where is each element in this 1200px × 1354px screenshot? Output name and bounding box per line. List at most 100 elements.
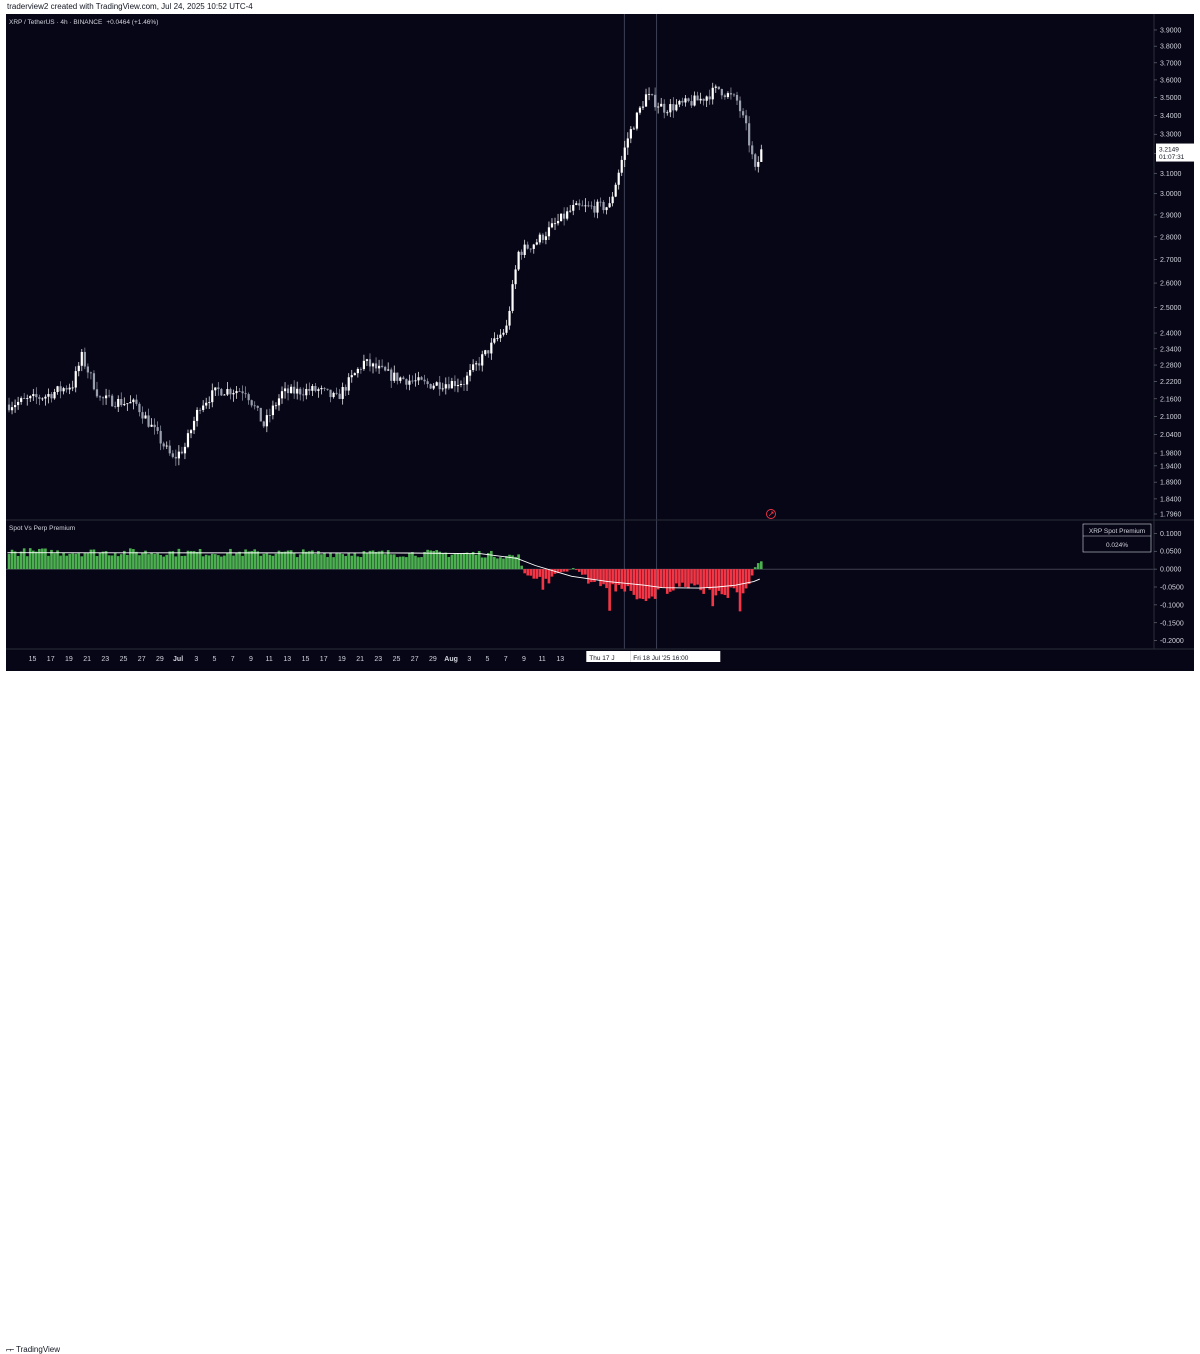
premium-bar	[444, 552, 448, 570]
candle-body	[638, 107, 642, 113]
price-tick-label: 3.8000	[1160, 44, 1182, 51]
candle-body	[129, 402, 132, 404]
premium-bar	[68, 553, 71, 570]
premium-bar	[301, 549, 305, 570]
premium-bar	[629, 569, 633, 591]
premium-bar	[365, 552, 369, 570]
crosshair-date-label-a: Thu 17 J	[589, 655, 614, 662]
premium-bar	[617, 569, 621, 585]
candle-body	[205, 402, 208, 406]
premium-bar	[468, 553, 472, 570]
candle-body	[177, 451, 180, 459]
candle-body	[41, 398, 44, 400]
candle-body	[347, 377, 350, 391]
candle-body	[717, 86, 720, 90]
time-tick-label: 25	[120, 656, 128, 663]
premium-bar	[517, 554, 520, 570]
candle-body	[362, 360, 366, 370]
candle-body	[338, 393, 341, 399]
candle-body	[748, 123, 751, 146]
premium-bar	[31, 550, 35, 570]
candle-body	[217, 387, 220, 390]
candle-body	[453, 381, 457, 387]
candle-body	[13, 405, 17, 408]
premium-bar	[459, 553, 463, 570]
candle-body	[332, 392, 335, 398]
candle-body	[563, 213, 566, 219]
candle-body	[459, 383, 463, 385]
premium-tick-label: 0.1000	[1160, 531, 1182, 538]
last-price-tag	[1156, 143, 1194, 162]
tradingview-logo-text: TradingView	[16, 1345, 61, 1354]
premium-bar	[247, 551, 250, 570]
premium-bar	[693, 569, 696, 586]
candle-body	[641, 106, 645, 108]
premium-bar	[256, 551, 260, 570]
premium-bar	[571, 568, 575, 570]
premium-bar	[356, 556, 360, 570]
premium-bar	[744, 569, 748, 589]
premium-bar	[647, 569, 651, 599]
replay-icon[interactable]	[766, 509, 776, 519]
candle-body	[678, 100, 681, 105]
candle-body	[484, 350, 487, 355]
premium-bar	[195, 551, 199, 570]
premium-bar	[101, 551, 105, 570]
premium-bar	[229, 548, 232, 570]
premium-bar	[311, 550, 314, 570]
candle-body	[711, 87, 714, 100]
premium-bar	[89, 549, 93, 570]
premium-bar	[156, 553, 159, 570]
tradingview-logo-icon: ⌐⌐	[6, 1345, 14, 1354]
candle-body	[202, 405, 205, 410]
candle-body	[86, 366, 89, 373]
candle-body	[726, 93, 730, 98]
candle-body	[538, 234, 541, 243]
premium-bar	[22, 548, 26, 570]
time-tick-label: 11	[538, 656, 545, 663]
premium-bar	[204, 554, 208, 570]
candle-body	[611, 196, 614, 204]
premium-bar	[277, 550, 281, 570]
price-tick-label: 1.8900	[1160, 480, 1182, 487]
candle-body	[350, 375, 353, 378]
candle-body	[365, 359, 369, 361]
premium-bar	[47, 555, 50, 570]
candle-body	[101, 397, 105, 399]
premium-bar	[235, 552, 238, 570]
candle-body	[620, 159, 623, 173]
premium-bar	[405, 557, 408, 570]
premium-bar	[656, 569, 660, 590]
premium-bar	[180, 555, 184, 570]
candle-body	[183, 446, 187, 454]
candle-body	[293, 386, 296, 394]
chart-canvas[interactable]: 3.9000 3.8000 3.7000 3.6000 3.5000 3.4000 3.30…	[6, 14, 1194, 671]
candle-body	[374, 363, 378, 369]
price-tick-label: 2.9000	[1160, 212, 1182, 219]
candle-body	[80, 351, 83, 366]
premium-bar	[41, 548, 44, 570]
candle-body	[490, 342, 493, 354]
premium-bar	[171, 551, 175, 570]
candle-body	[381, 365, 384, 367]
chart-frame[interactable]: 3.9000 3.8000 3.7000 3.6000 3.5000 3.4000 3.30…	[6, 14, 1194, 671]
candle-body	[708, 96, 711, 100]
premium-bar	[220, 556, 223, 570]
premium-bar	[386, 550, 390, 570]
crosshair-date-tag-a	[586, 651, 631, 662]
premium-bar	[550, 569, 554, 577]
candle-body	[550, 223, 554, 228]
candle-body	[644, 94, 648, 107]
candle-body	[126, 403, 129, 405]
candle-body	[541, 234, 544, 240]
candle-body	[605, 207, 608, 211]
candle-body	[35, 394, 38, 398]
candle-body	[499, 334, 502, 339]
premium-bar	[377, 551, 381, 570]
premium-bar	[599, 569, 602, 587]
premium-bar	[417, 557, 420, 570]
candle-body	[156, 427, 159, 431]
candle-body	[663, 103, 666, 113]
premium-bar	[614, 569, 617, 592]
candle-body	[696, 95, 699, 101]
